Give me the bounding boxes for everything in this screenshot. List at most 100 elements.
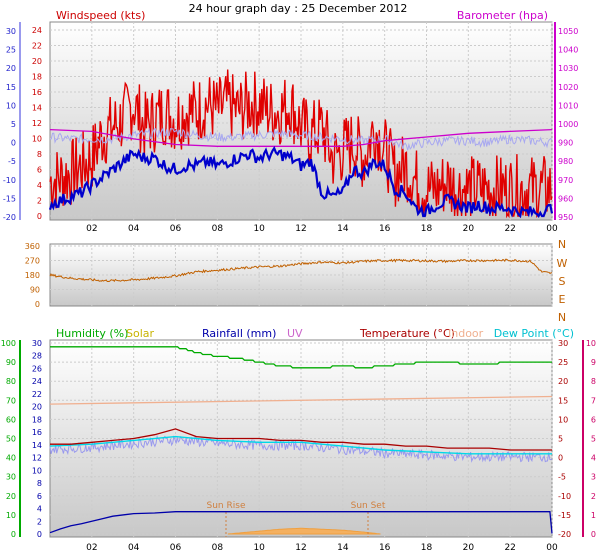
legend-temperature: Temperature (°C) <box>359 327 455 340</box>
legend-uv: UV <box>287 327 303 340</box>
panel2-left-tick: 180 <box>25 271 40 280</box>
panel3-right-outer-tick: 20 <box>558 377 568 386</box>
panel2-left-tick: 360 <box>25 242 40 251</box>
panel3-left-outer-tick: 40 <box>6 454 16 463</box>
panel3-left-inner-tick: 22 <box>32 390 42 399</box>
panel3-right-outer-tick: -15 <box>558 511 571 520</box>
legend-indoor: Indoor <box>448 327 484 340</box>
compass-letter: E <box>559 293 566 306</box>
panel1-left-outer-tick: -20 <box>3 213 16 222</box>
temperature-series <box>50 428 552 451</box>
wind-barometer-panel: Windspeed (kts) Barometer (hpa) 30252015… <box>3 9 578 234</box>
panel3-x-tick: 14 <box>337 543 349 553</box>
panel3-left-outer-tick: 20 <box>6 492 16 501</box>
panel3-left-outer-tick: 90 <box>6 358 16 367</box>
panel1-left-outer-axis: 30 25 20 15 10 5 0 -5 -10 -15 -20 <box>3 22 21 222</box>
panel1-x-tick: 10 <box>253 224 265 234</box>
panel3-right-outer-tick: 10 <box>558 415 568 424</box>
panel3-right-outer-tick: -20 <box>558 530 571 539</box>
panel3-x-tick: 18 <box>421 543 433 553</box>
panel2-left-tick: 90 <box>30 286 40 295</box>
panel1-left-outer-tick: 0 <box>11 139 16 148</box>
panel2-left-axis: 360 270 180 90 0 <box>25 242 40 309</box>
panel3-left-inner-tick: 30 <box>32 339 42 348</box>
chart-title: 24 hour graph day : 25 December 2012 <box>189 2 408 15</box>
panel3-x-tick: 06 <box>170 543 182 553</box>
panel1-x-tick: 02 <box>86 224 97 234</box>
apparent-temperature-series <box>49 434 553 463</box>
panel1-left-outer-tick: -10 <box>3 176 16 185</box>
panel3-left-inner-tick: 8 <box>37 479 42 488</box>
panel1-left-inner-tick: 8 <box>37 150 42 159</box>
humidity-temperature-panel: Humidity (%) Solar Rainfall (mm) UV Temp… <box>1 327 596 553</box>
panel2-left-tick: 0 <box>35 300 40 309</box>
indoor-series <box>49 395 553 405</box>
panel3-left-inner-tick: 10 <box>32 466 42 475</box>
panel3-left-outer-tick: 30 <box>6 473 16 482</box>
panel3-x-tick: 22 <box>504 543 515 553</box>
panel3-right-inner-tick: 10 <box>586 339 596 348</box>
compass-letter: N <box>558 311 566 324</box>
panel1-series <box>48 69 554 219</box>
panel3-x-tick: 00 <box>546 543 558 553</box>
panel3-x-axis: 02 04 06 08 10 12 14 16 18 20 22 00 <box>86 543 558 553</box>
panel1-x-tick: 20 <box>463 224 475 234</box>
panel3-left-outer-tick: 70 <box>6 396 16 405</box>
panel1-left-outer-tick: 30 <box>6 27 16 36</box>
panel3-left-inner-tick: 18 <box>32 415 42 424</box>
barometer-axis-label: Barometer (hpa) <box>457 9 548 22</box>
panel3-x-tick: 02 <box>86 543 97 553</box>
panel1-x-tick: 04 <box>128 224 140 234</box>
panel1-right-tick: 1000 <box>558 120 578 129</box>
panel3-gridlines <box>50 340 553 537</box>
panel3-left-inner-tick: 12 <box>32 454 42 463</box>
panel1-right-tick: 1010 <box>558 101 578 110</box>
panel2-series <box>49 258 553 283</box>
panel3-left-inner-tick: 6 <box>37 492 42 501</box>
panel3-x-tick: 08 <box>212 543 224 553</box>
panel3-right-outer-tick: 5 <box>558 435 563 444</box>
panel1-right-tick: 970 <box>558 176 573 185</box>
panel3-right-inner-tick: 5 <box>591 435 596 444</box>
panel3-left-inner-tick: 20 <box>32 403 42 412</box>
panel3-right-inner-tick: 4 <box>591 454 596 463</box>
panel1-x-tick: 18 <box>421 224 433 234</box>
panel1-left-outer-tick: 10 <box>6 101 16 110</box>
panel3-x-tick: 10 <box>253 543 265 553</box>
average-wind-series <box>48 145 554 219</box>
panel3-x-tick: 16 <box>379 543 391 553</box>
panel3-left-inner-tick: 14 <box>32 441 42 450</box>
panel3-right-outer-tick: 15 <box>558 396 568 405</box>
panel1-right-tick: 1040 <box>558 46 578 55</box>
panel1-x-tick: 06 <box>170 224 182 234</box>
panel1-x-axis: 02 04 06 08 10 12 14 16 18 20 22 00 <box>86 224 558 234</box>
panel1-x-tick: 00 <box>546 224 558 234</box>
panel1-left-inner-tick: 20 <box>32 57 42 66</box>
panel3-left-outer-tick: 10 <box>6 511 16 520</box>
panel1-right-tick: 950 <box>558 213 573 222</box>
panel1-left-inner-tick: 0 <box>37 212 42 221</box>
legend-humidity: Humidity (%) <box>56 327 128 340</box>
panel3-right-inner-tick: 8 <box>591 377 596 386</box>
panel3-right-inner-tick: 1 <box>591 511 596 520</box>
panel1-left-inner-tick: 6 <box>37 166 42 175</box>
panel1-right-tick: 990 <box>558 139 573 148</box>
panel3-right-outer-tick: -10 <box>558 492 571 501</box>
panel1-x-tick: 22 <box>504 224 515 234</box>
windspeed-axis-label: Windspeed (kts) <box>56 9 145 22</box>
panel3-left-outer-tick: 50 <box>6 435 16 444</box>
panel1-left-inner-tick: 24 <box>32 26 42 35</box>
panel3-right-inner-tick: 6 <box>591 415 596 424</box>
panel1-x-tick: 08 <box>212 224 224 234</box>
panel3-x-tick: 12 <box>295 543 306 553</box>
panel3-left-inner-tick: 26 <box>32 364 42 373</box>
panel2-left-tick: 270 <box>25 257 40 266</box>
panel3-right-inner-tick: 9 <box>591 358 596 367</box>
panel3-left-outer-tick: 80 <box>6 377 16 386</box>
panel3-x-tick: 20 <box>463 543 475 553</box>
panel1-left-inner-tick: 4 <box>37 181 42 190</box>
panel1-left-outer-tick: -5 <box>8 157 16 166</box>
